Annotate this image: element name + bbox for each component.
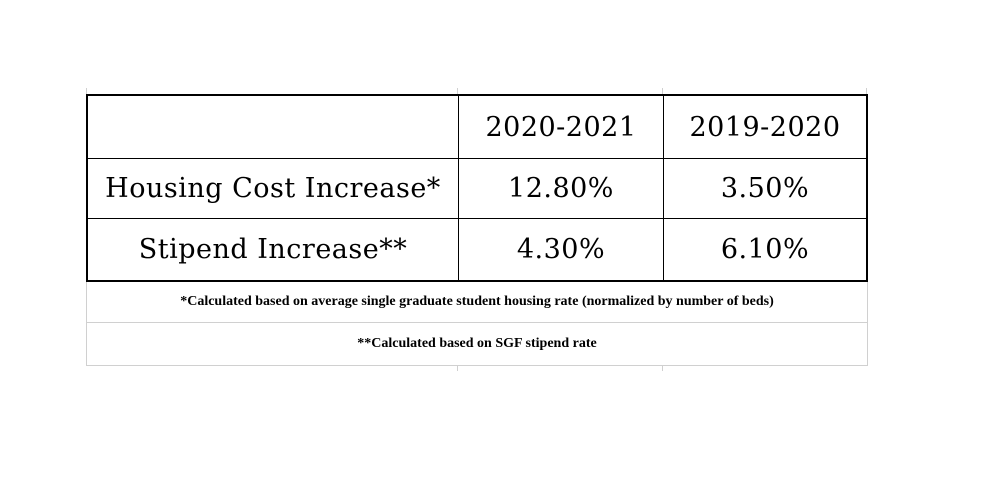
value-housing-2020-2021: 12.80% (459, 159, 664, 219)
column-header-2020-2021: 2020-2021 (459, 96, 664, 159)
row-label-stipend-increase: Stipend Increase** (88, 219, 459, 280)
gridline-tick (457, 88, 458, 94)
footnotes: *Calculated based on average single grad… (86, 282, 868, 366)
gridline-tick (86, 88, 87, 94)
column-header-2019-2020: 2019-2020 (664, 96, 866, 159)
gridline-tick (457, 366, 458, 371)
footnote-stipend: **Calculated based on SGF stipend rate (87, 323, 867, 366)
value-stipend-2020-2021: 4.30% (459, 219, 664, 280)
footnote-housing: *Calculated based on average single grad… (87, 282, 867, 323)
value-housing-2019-2020: 3.50% (664, 159, 866, 219)
gridline-tick (662, 366, 663, 371)
gridline-tick (662, 88, 663, 94)
gridline-tick (866, 88, 867, 94)
corner-cell (88, 96, 459, 159)
row-label-housing-cost-increase: Housing Cost Increase* (88, 159, 459, 219)
comparison-table: 2020-2021 2019-2020 Housing Cost Increas… (86, 94, 868, 282)
value-stipend-2019-2020: 6.10% (720, 234, 810, 265)
